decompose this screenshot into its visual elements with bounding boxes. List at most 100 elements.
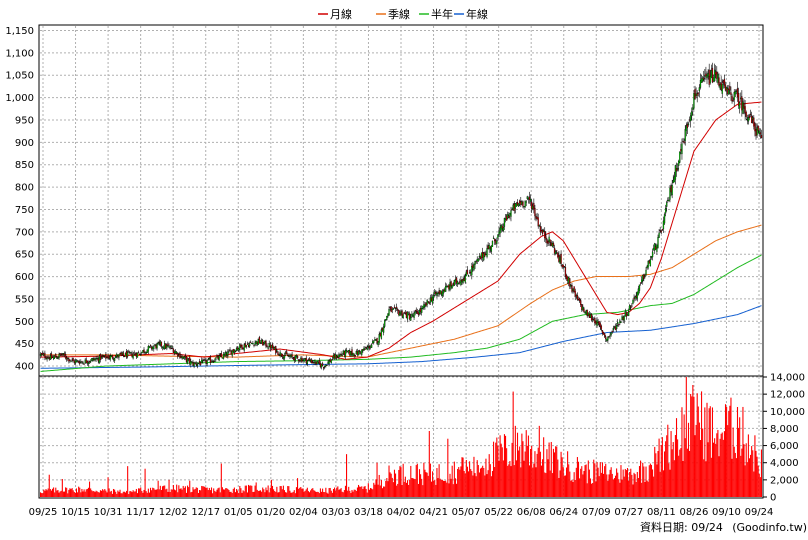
volume-bar — [58, 492, 60, 497]
candle-body — [560, 253, 562, 264]
volume-bar — [744, 465, 746, 497]
volume-bar — [327, 493, 329, 497]
volume-bar — [461, 457, 463, 497]
candle-body — [42, 352, 44, 355]
candle-body — [128, 351, 130, 353]
volume-bar — [98, 492, 100, 497]
volume-bar — [415, 465, 417, 497]
volume-bar — [231, 493, 233, 497]
candle-body — [129, 352, 131, 354]
x-tick-label: 03/03 — [321, 507, 350, 518]
volume-bar — [509, 461, 511, 497]
volume-bar — [718, 456, 720, 497]
candle-body — [570, 285, 572, 287]
volume-bar — [274, 491, 276, 497]
candle-body — [404, 313, 406, 315]
candle-body — [191, 361, 193, 363]
volume-bar — [719, 438, 721, 497]
volume-bar — [686, 448, 688, 497]
candle-body — [370, 344, 373, 348]
candle-body — [429, 297, 432, 303]
volume-bar — [176, 484, 178, 497]
candle-body — [423, 304, 425, 309]
price-tick-label: 750 — [15, 205, 34, 216]
candle-body — [149, 345, 152, 347]
candle-body — [525, 201, 527, 203]
candle-body — [736, 88, 739, 97]
volume-bar — [244, 485, 246, 497]
volume-bar — [268, 492, 270, 497]
candle-body — [744, 106, 746, 114]
candle-body — [612, 327, 614, 331]
volume-bar — [640, 460, 642, 497]
volume-bar — [538, 425, 540, 497]
volume-bar — [292, 491, 294, 497]
volume-bar — [212, 493, 214, 497]
volume-bar — [392, 482, 394, 497]
candle-body — [116, 354, 118, 357]
candle-body — [569, 278, 571, 287]
candle-body — [551, 243, 554, 247]
candle-body — [185, 356, 188, 362]
candle-body — [724, 84, 727, 91]
volume-bar — [380, 480, 382, 497]
volume-bar — [201, 485, 203, 497]
volume-bar — [286, 492, 288, 497]
candle-body — [147, 346, 149, 352]
volume-bar — [41, 493, 43, 497]
volume-bar — [703, 459, 705, 497]
candle-body — [307, 359, 310, 361]
candle-body — [648, 260, 650, 264]
candle-body — [208, 358, 210, 360]
candle-body — [574, 290, 576, 297]
volume-bar — [50, 490, 52, 497]
volume-bar — [377, 484, 379, 497]
candle-body — [234, 351, 237, 353]
candle-body — [225, 352, 227, 356]
candle-body — [96, 357, 98, 360]
volume-bar — [682, 460, 684, 497]
candle-body — [326, 364, 328, 367]
candle-body — [308, 358, 311, 361]
volume-bar — [447, 438, 449, 497]
candle-body — [449, 282, 451, 291]
candle-body — [531, 201, 533, 209]
candle-body — [377, 341, 379, 346]
candle-body — [78, 360, 80, 363]
volume-bar — [187, 485, 189, 497]
candle-body — [127, 351, 129, 357]
candle-body — [386, 316, 388, 321]
candle-body — [678, 161, 680, 166]
candle-body — [51, 356, 54, 359]
candle-body — [71, 359, 73, 361]
volume-bar — [510, 466, 512, 497]
candle-body — [353, 354, 355, 356]
candle-body — [607, 336, 609, 341]
volume-bar — [693, 396, 695, 497]
volume-bar — [610, 467, 612, 497]
volume-bar — [681, 407, 683, 497]
volume-bar — [519, 446, 521, 497]
volume-bar — [629, 471, 631, 497]
volume-bar — [667, 424, 669, 497]
candle-body — [460, 280, 462, 285]
volume-bar — [48, 474, 50, 497]
volume-bar — [66, 487, 68, 497]
volume-bar — [501, 447, 503, 497]
volume-bar — [482, 465, 484, 497]
candle-body — [656, 244, 658, 252]
candle-body — [340, 353, 342, 355]
volume-bar — [657, 451, 659, 497]
candle-body — [296, 356, 299, 359]
candle-body — [57, 357, 59, 359]
volume-bar — [550, 441, 552, 497]
candle-body — [705, 73, 707, 77]
volume-bar — [720, 433, 722, 497]
candle-body — [729, 86, 731, 91]
volume-bar — [287, 486, 289, 497]
volume-bar — [451, 465, 453, 497]
candle-body — [229, 349, 231, 352]
volume-bar — [288, 486, 290, 497]
volume-bar — [524, 451, 526, 497]
